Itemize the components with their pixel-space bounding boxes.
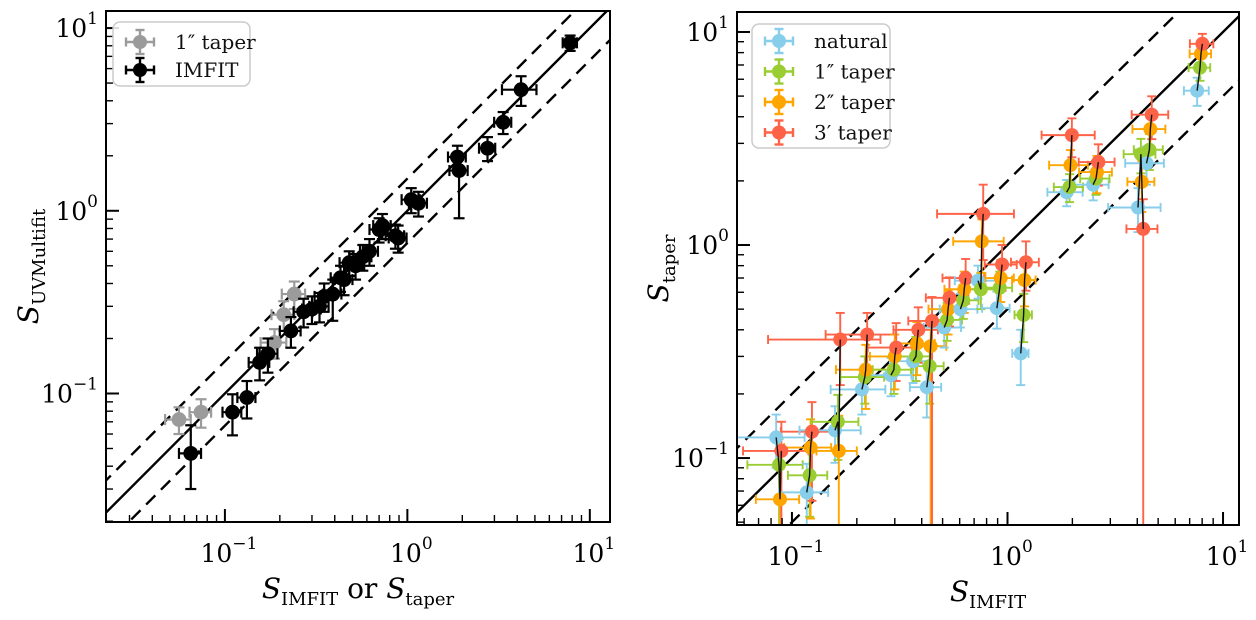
data-point xyxy=(286,286,302,302)
legend-item: IMFIT xyxy=(124,56,239,84)
axes-frame xyxy=(736,11,1240,526)
x-axis-label: SIMFIT or Staper xyxy=(262,572,455,610)
cluster-connector xyxy=(1196,43,1204,91)
unity-line xyxy=(106,11,609,515)
data-point xyxy=(562,35,578,51)
legend-marker-dot xyxy=(772,34,786,48)
y-tick-label: 10−1 xyxy=(672,439,729,473)
data-point xyxy=(260,346,276,362)
x-tick-label: 100 xyxy=(990,537,1033,571)
cluster-connector xyxy=(1145,114,1153,164)
lower-dashed-line xyxy=(127,38,610,522)
data-point xyxy=(449,149,465,165)
data-point xyxy=(325,286,341,302)
series-IMFIT xyxy=(177,34,579,491)
data-point xyxy=(390,230,406,246)
legend-item: natural xyxy=(763,27,888,55)
data-point xyxy=(283,323,299,339)
data-point xyxy=(336,272,352,288)
data-point xyxy=(193,404,209,420)
legend-frame xyxy=(751,23,891,149)
data-point xyxy=(171,412,187,427)
x-tick-label: 10−1 xyxy=(200,534,257,568)
upper-dashed-line xyxy=(737,12,1181,450)
tick-labels: 10−1 100 101 10−1 100 101 xyxy=(41,9,615,568)
x-tick-label: 10−1 xyxy=(768,537,825,571)
cluster-connector xyxy=(775,437,783,500)
y-tick-label: 101 xyxy=(686,13,729,47)
cluster-connector xyxy=(1020,262,1027,354)
lower-dashed-line xyxy=(787,78,1239,525)
y-axis-label: Staper xyxy=(642,234,680,302)
legend-label: 1″ taper xyxy=(814,60,895,84)
legend-label: 2″ taper xyxy=(814,90,895,114)
legend-label: 1″ taper xyxy=(175,30,256,54)
data-point xyxy=(513,82,529,98)
cluster-connector xyxy=(943,297,951,328)
upper-dashed-line xyxy=(106,11,577,483)
legend-marker-dot xyxy=(133,35,147,49)
x-axis-label: SIMFIT xyxy=(950,575,1026,613)
y-tick-label: 100 xyxy=(55,192,98,226)
legend-marker-dot xyxy=(772,64,786,79)
legend-label: natural xyxy=(814,29,888,53)
cluster-connector xyxy=(977,213,984,290)
right-panel: 10−1 100 10110−1100101SIMFITStapernatural1… xyxy=(642,11,1248,613)
data-point xyxy=(375,218,390,233)
data-point xyxy=(239,390,255,405)
data-point xyxy=(183,446,199,461)
cluster-connector xyxy=(959,277,967,310)
legend-item: 3′ taper xyxy=(763,119,892,146)
cluster-connector xyxy=(996,264,1003,309)
x-tick-label: 101 xyxy=(573,534,616,568)
axis-ticks xyxy=(106,27,591,522)
cluster-connector xyxy=(1137,154,1144,229)
plot-area xyxy=(106,11,610,522)
data-point xyxy=(480,140,495,156)
cluster-connector xyxy=(834,339,841,451)
data-point xyxy=(495,114,511,130)
tick-labels: 10−1 100 101 10−1 100 101 xyxy=(672,13,1248,571)
cluster-connector xyxy=(926,320,933,388)
axes-frame xyxy=(105,10,611,523)
cluster-connectors xyxy=(775,43,1204,500)
axis-ticks xyxy=(737,30,1225,525)
data-point xyxy=(276,307,292,323)
legend-marker-dot xyxy=(772,125,786,140)
legend-label: 3′ taper xyxy=(814,121,892,145)
legend-marker-dot xyxy=(772,95,786,109)
cluster-connector xyxy=(1066,135,1073,193)
cluster-connector xyxy=(806,431,813,493)
legend-label: IMFIT xyxy=(175,58,239,82)
data-point xyxy=(451,163,467,178)
y-tick-label: 100 xyxy=(686,226,729,260)
x-tick-label: 100 xyxy=(390,534,433,568)
cluster-connector xyxy=(1092,162,1100,185)
legend-box: 1″ taper IMFIT xyxy=(112,21,256,87)
legend-box: natural 1″ taper 2″ taper 3′ taper xyxy=(751,23,895,149)
cluster-connector xyxy=(912,329,920,362)
y-tick-label: 101 xyxy=(55,9,98,43)
cluster-connector xyxy=(861,334,868,390)
cluster-connector xyxy=(890,347,897,376)
y-tick-label: 10−1 xyxy=(41,374,98,408)
legend-item: 1″ taper xyxy=(763,58,895,85)
x-tick-label: 101 xyxy=(1206,537,1249,571)
legend-item: 2″ taper xyxy=(763,88,895,116)
data-point xyxy=(411,195,426,211)
y-axis-label: SUVMultifit xyxy=(12,208,50,324)
plot-area xyxy=(737,12,1239,525)
data-point xyxy=(362,243,377,259)
data-point xyxy=(225,404,240,420)
left-panel: 10−1 100 101 10−1 100 101 SIMFIT or Staper SUVM… xyxy=(12,9,615,610)
legend-item: 1″ taper xyxy=(124,28,256,56)
legend-marker-dot xyxy=(133,63,147,77)
